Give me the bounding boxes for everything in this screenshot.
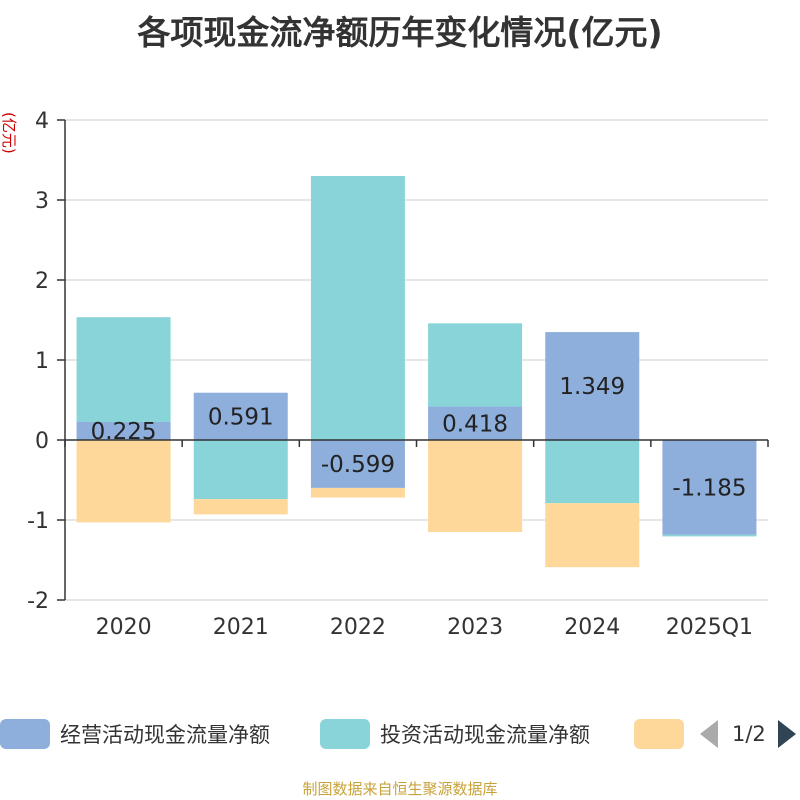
- x-tick-label: 2024: [564, 615, 620, 640]
- bar-segment: [428, 440, 523, 532]
- data-label: 0.591: [208, 404, 274, 430]
- data-label: 1.349: [559, 374, 625, 400]
- data-source-note: 制图数据来自恒生聚源数据库: [302, 780, 498, 798]
- bar-segment: [193, 392, 288, 440]
- legend-pager: 1/2: [700, 717, 796, 751]
- bar-segment: [428, 406, 523, 440]
- legend-item-investing[interactable]: 投资活动现金流量净额: [320, 717, 590, 751]
- legend-swatch-financing: [634, 719, 684, 749]
- data-label: 0.225: [91, 419, 157, 445]
- legend-page-indicator: 1/2: [732, 722, 766, 746]
- x-tick-label: 2025Q1: [666, 615, 753, 640]
- data-label: 0.418: [442, 411, 508, 437]
- chevron-left-icon[interactable]: [700, 720, 718, 748]
- bar-segment: [193, 499, 288, 515]
- bar-segment: [310, 176, 405, 440]
- legend-item-operating[interactable]: 经营活动现金流量净额: [0, 717, 270, 751]
- data-label: -0.599: [321, 452, 395, 478]
- y-tick-label: 1: [35, 349, 49, 374]
- bar-segment: [545, 440, 640, 504]
- y-tick-label: -1: [27, 509, 49, 534]
- bar-segment: [310, 440, 405, 488]
- bar-segment: [76, 440, 171, 523]
- bar-segment: [428, 323, 523, 407]
- data-label: -1.185: [672, 475, 746, 501]
- y-tick-label: 0: [35, 429, 49, 454]
- x-tick-label: 2020: [96, 615, 152, 640]
- y-tick-label: -2: [27, 589, 49, 614]
- y-tick-label: 4: [35, 109, 49, 134]
- bar-segment: [310, 487, 405, 498]
- bar-segment: [76, 317, 171, 422]
- bar-segment: [662, 534, 757, 537]
- chevron-right-icon[interactable]: [777, 720, 796, 748]
- y-tick-label: 3: [35, 189, 49, 214]
- x-tick-label: 2022: [330, 615, 386, 640]
- bar-segment: [545, 332, 640, 440]
- bar-segment: [662, 440, 757, 535]
- x-tick-label: 2023: [447, 615, 503, 640]
- bar-segment: [545, 503, 640, 568]
- bar-segment: [76, 422, 171, 440]
- x-tick-label: 2021: [213, 615, 269, 640]
- chart-title: 各项现金流净额历年变化情况(亿元): [137, 13, 663, 52]
- bar-segment: [193, 440, 288, 500]
- chart-legend: 经营活动现金流量净额 投资活动现金流量净额: [0, 717, 800, 751]
- legend-label-investing: 投资活动现金流量净额: [380, 723, 590, 747]
- legend-swatch-investing: [320, 719, 370, 749]
- legend-swatch-operating: [0, 719, 50, 749]
- legend-label-operating: 经营活动现金流量净额: [60, 723, 270, 747]
- y-tick-label: 2: [35, 269, 49, 294]
- legend-item-financing[interactable]: [634, 717, 694, 751]
